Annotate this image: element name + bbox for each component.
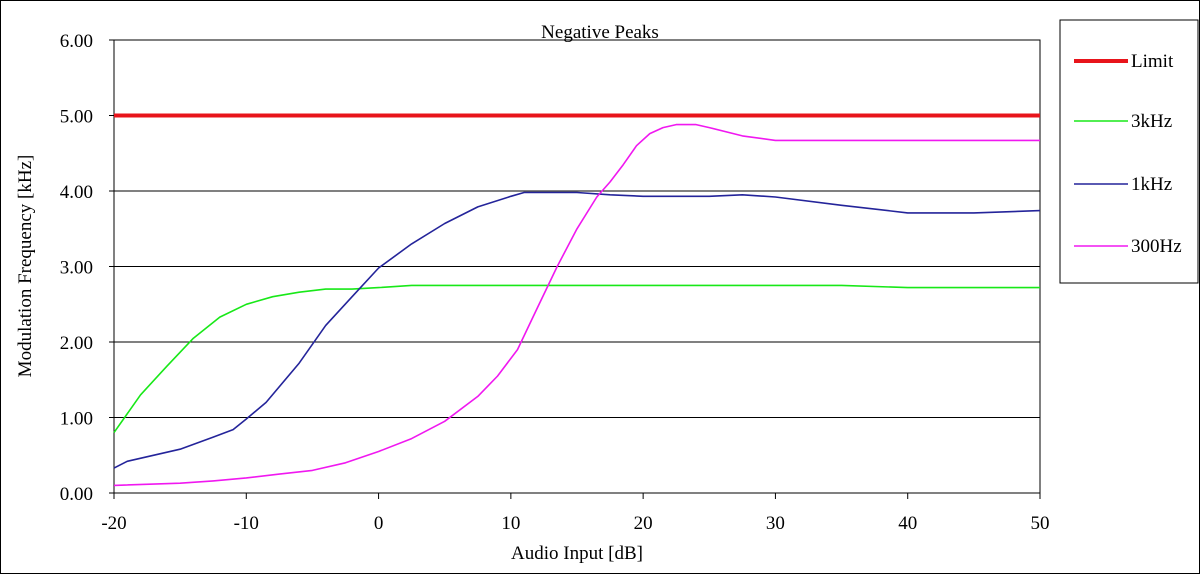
series-lines bbox=[113, 113, 1041, 487]
y-tick-label: 3.00 bbox=[60, 258, 93, 279]
x-tick-label: 10 bbox=[501, 513, 520, 534]
legend-label-300hz: 300Hz bbox=[1131, 236, 1182, 257]
x-tick-label: -20 bbox=[101, 513, 126, 534]
series-line-3khz bbox=[113, 284, 1040, 434]
x-tick-label: -10 bbox=[234, 513, 259, 534]
y-tick-label: 2.00 bbox=[60, 333, 93, 354]
x-tick-label: 0 bbox=[374, 513, 384, 534]
axes: 0.00 1.00 2.00 3.00 4.00 5.00 6.00 -20 -10 0 10 20 3… bbox=[60, 31, 1050, 534]
x-tick-label: 30 bbox=[766, 513, 785, 534]
y-tick-label: 4.00 bbox=[60, 182, 93, 203]
series-line-300hz bbox=[113, 123, 1040, 487]
legend-box bbox=[1059, 19, 1199, 284]
y-tick-label: 5.00 bbox=[60, 107, 93, 128]
x-axis-label: Audio Input [dB] bbox=[511, 543, 643, 564]
x-tick-label: 20 bbox=[634, 513, 653, 534]
y-tick-label: 1.00 bbox=[60, 409, 93, 430]
series-line-1khz bbox=[113, 191, 1041, 469]
y-axis-label: Modulation Frequency [kHz] bbox=[15, 155, 36, 378]
legend-label-3khz: 3kHz bbox=[1131, 111, 1172, 132]
legend-label-limit: Limit bbox=[1131, 51, 1174, 72]
legend: Limit 3kHz 1kHz 300Hz bbox=[1059, 19, 1199, 284]
x-tick-label: 50 bbox=[1031, 513, 1050, 534]
y-tick-label: 6.00 bbox=[60, 31, 93, 52]
legend-label-1khz: 1kHz bbox=[1131, 174, 1172, 195]
chart-title: Negative Peaks bbox=[541, 22, 659, 43]
x-tick-label: 40 bbox=[898, 513, 917, 534]
y-tick-label: 0.00 bbox=[60, 484, 93, 505]
